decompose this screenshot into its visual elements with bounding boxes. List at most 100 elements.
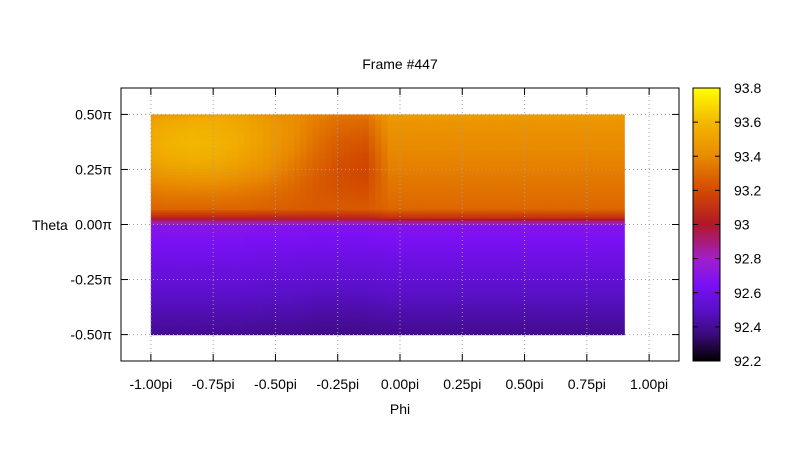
heatmap-cell [443,177,451,182]
heatmap-cell [362,152,370,157]
heatmap-cell [611,133,616,138]
heatmap-cell [281,252,289,256]
heatmap-cell [281,191,289,195]
heatmap-cell [231,265,239,270]
heatmap-cell [474,188,482,193]
heatmap-cell [549,210,557,213]
heatmap-cell [312,218,320,222]
heatmap-cell [163,202,171,206]
heatmap-cell [160,252,164,256]
heatmap-cell [424,210,432,213]
heatmap-cell [294,169,301,173]
heatmap-cell [400,265,407,270]
heatmap-cell [580,220,588,224]
heatmap-cell [412,191,420,195]
heatmap-cell [306,196,314,201]
heatmap-cell [443,133,451,138]
heatmap-cell [437,130,445,135]
heatmap-cell [512,202,519,206]
heatmap-cell [319,268,326,272]
heatmap-cell [499,212,507,216]
heatmap-cell [599,174,607,179]
heatmap-cell [182,155,189,160]
heatmap-cell [393,180,401,184]
heatmap-cell [281,216,289,220]
heatmap-cell [206,161,214,165]
heatmap-cell [182,117,189,120]
heatmap-cell [468,117,476,120]
heatmap-cell [160,163,164,168]
heatmap-cell [319,161,326,165]
heatmap-cell [160,136,164,140]
heatmap-cell [154,226,158,229]
heatmap-cell [262,125,270,129]
heatmap-cell [160,222,164,226]
heatmap-cell [505,243,513,248]
heatmap-cell [381,172,389,176]
heatmap-cell [244,125,252,129]
heatmap-cell [468,234,476,238]
heatmap-cell [437,216,445,220]
heatmap-cell [157,185,161,190]
heatmap-cell [213,243,220,248]
heatmap-cell [356,144,364,149]
heatmap-cell [213,232,220,236]
heatmap-cell [561,252,569,256]
heatmap-cell [443,141,451,146]
heatmap-cell [182,177,189,182]
heatmap-cell [375,214,382,218]
heatmap-cell [213,188,220,193]
heatmap-cell [188,172,196,176]
heatmap-cell [219,180,227,184]
heatmap-cell [393,238,401,242]
heatmap-cell [194,174,202,179]
heatmap-cell [269,249,277,253]
heatmap-cell [387,130,395,135]
heatmap-cell [331,188,339,193]
heatmap-cell [319,114,326,117]
heatmap-cell [269,114,277,117]
heatmap-cell [194,202,202,206]
heatmap-cell [599,238,607,242]
heatmap-cell [381,191,389,195]
heatmap-cell [449,117,457,120]
heatmap-cell [225,210,233,213]
heatmap-cell [169,191,177,195]
heatmap-cell [406,257,414,261]
heatmap-cell [605,252,613,256]
heatmap-cell [269,119,277,124]
heatmap-cell [150,117,155,120]
heatmap-cell [530,191,538,195]
heatmap-cell [593,152,600,157]
heatmap-cell [424,260,432,264]
heatmap-cell [219,218,227,222]
heatmap-cell [194,224,202,228]
heatmap-cell [182,202,189,206]
heatmap-cell [487,243,495,248]
heatmap-cell [456,117,463,120]
heatmap-cell [154,174,158,179]
heatmap-cell [437,228,445,231]
heatmap-cell [194,166,202,171]
heatmap-cell [213,122,220,127]
heatmap-cell [175,150,183,154]
heatmap-cell [225,128,233,132]
heatmap-cell [611,260,616,264]
heatmap-cell [343,169,351,173]
heatmap-cell [319,202,326,206]
heatmap-cell [256,194,264,198]
heatmap-cell [621,212,625,216]
heatmap-cell [169,166,177,171]
heatmap-cell [269,174,277,179]
heatmap-cell [537,133,544,138]
heatmap-cell [568,163,575,168]
heatmap-cell [275,212,283,216]
heatmap-cell [393,183,401,187]
heatmap-cell [621,214,625,218]
heatmap-cell [468,202,476,206]
heatmap-cell [244,210,252,213]
heatmap-cell [275,177,283,182]
heatmap-cell [194,172,202,176]
heatmap-cell [437,249,445,253]
heatmap-cell [499,216,507,220]
